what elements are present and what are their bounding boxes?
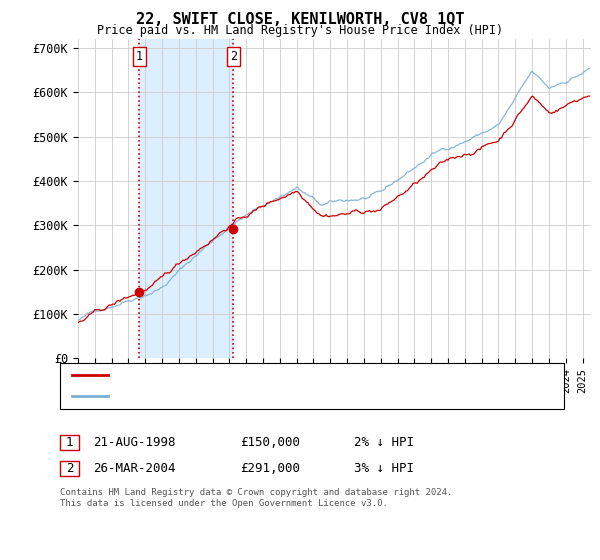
Text: 3% ↓ HPI: 3% ↓ HPI [354, 462, 414, 475]
Text: HPI: Average price, detached house, Warwick: HPI: Average price, detached house, Warw… [114, 391, 383, 402]
Text: 22, SWIFT CLOSE, KENILWORTH, CV8 1QT (detached house): 22, SWIFT CLOSE, KENILWORTH, CV8 1QT (de… [114, 370, 445, 380]
Text: 2% ↓ HPI: 2% ↓ HPI [354, 436, 414, 449]
Text: 21-AUG-1998: 21-AUG-1998 [93, 436, 176, 449]
Text: £150,000: £150,000 [240, 436, 300, 449]
Text: Contains HM Land Registry data © Crown copyright and database right 2024.
This d: Contains HM Land Registry data © Crown c… [60, 488, 452, 508]
Bar [139, 39, 233, 358]
Text: 2: 2 [66, 462, 73, 475]
Text: 1: 1 [136, 50, 143, 63]
Text: 2: 2 [230, 50, 237, 63]
Text: Price paid vs. HM Land Registry's House Price Index (HPI): Price paid vs. HM Land Registry's House … [97, 24, 503, 37]
Text: 26-MAR-2004: 26-MAR-2004 [93, 462, 176, 475]
Text: £291,000: £291,000 [240, 462, 300, 475]
Text: 1: 1 [66, 436, 73, 449]
Text: 22, SWIFT CLOSE, KENILWORTH, CV8 1QT: 22, SWIFT CLOSE, KENILWORTH, CV8 1QT [136, 12, 464, 27]
